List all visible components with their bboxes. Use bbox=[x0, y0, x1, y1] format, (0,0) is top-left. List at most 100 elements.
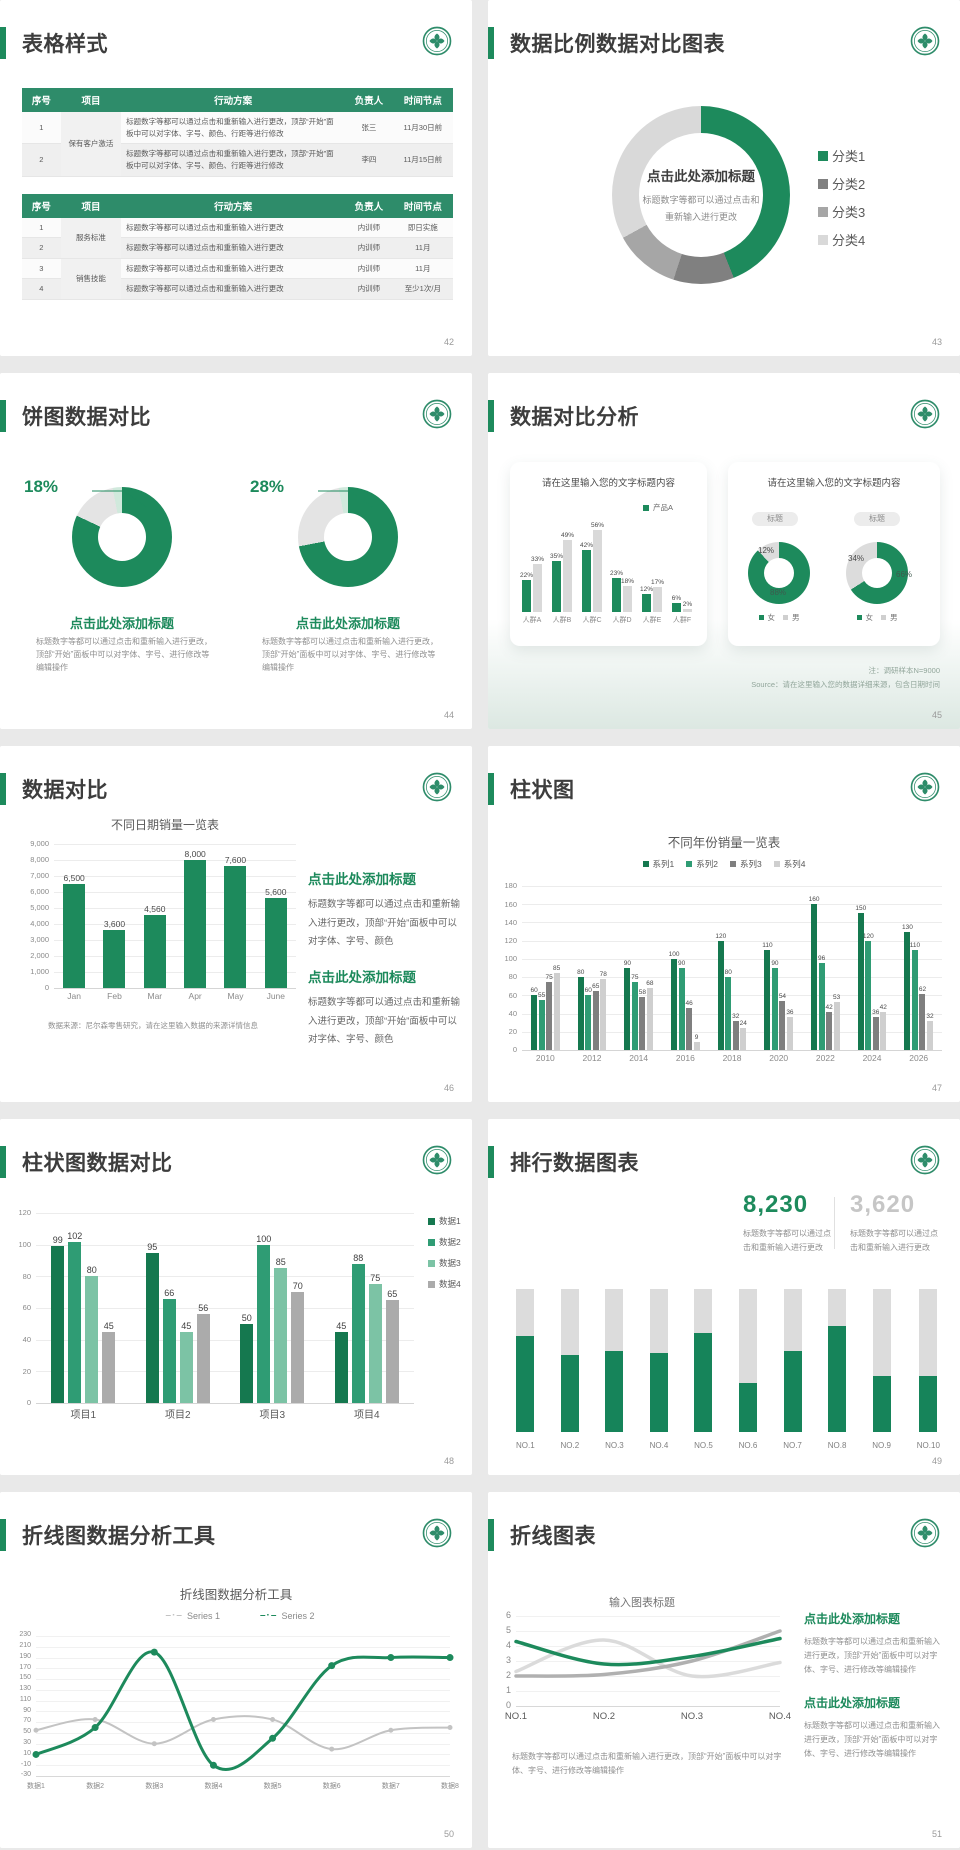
block-heading: 点击此处添加标题 bbox=[308, 872, 416, 887]
grouped-bar-chart: 产品A 22% 33% 35% 49% 42% 56% 23% 18% 12% 17% 6% 2% 人群A… bbox=[519, 503, 693, 624]
bar-card: 请在这里输入您的文字标题内容 产品A 22% 33% 35% 49% 42% 56% 23% 1… bbox=[510, 462, 707, 646]
stat-text: 标题数字等都可以通过点击和重新输入进行更改 bbox=[850, 1229, 938, 1253]
slide-47-column-chart[interactable]: 柱状图 不同年份销量一览表 系列1 系列2 系列3 系列4 180 160 140 120 100… bbox=[488, 746, 960, 1102]
slide-title: 饼图数据对比 bbox=[22, 406, 151, 429]
stat-value: 3,620 bbox=[850, 1191, 916, 1218]
block-body: 标题数字等都可以通过点击和重新输入进行更改，顶部“开始”面板中可以对字体、字号、… bbox=[308, 899, 461, 948]
stat-gray: 3,620 标题数字等都可以通过点击和重新输入进行更改 bbox=[850, 1191, 938, 1256]
block-body: 标题数字等都可以通过点击和重新输入进行更改，顶部“开始”面板中可以对字体、字号、… bbox=[308, 997, 461, 1046]
slide-number: 51 bbox=[931, 1829, 942, 1839]
slide-title: 表格样式 bbox=[22, 33, 108, 56]
slide-48-column-compare[interactable]: 柱状图数据对比 120 100 80 60 40 20 0 99 102 80 45 95 66 45 56… bbox=[0, 1119, 472, 1475]
badge: 标题 bbox=[854, 512, 900, 526]
stat-text: 标题数字等都可以通过点击和重新输入进行更改 bbox=[743, 1229, 831, 1253]
slide-title: 数据对比 bbox=[22, 779, 108, 802]
text-block: 点击此处添加标题 标题数字等都可以通过点击和重新输入进行更改，顶部“开始”面板中… bbox=[804, 1610, 946, 1677]
block-heading: 点击此处添加标题 bbox=[804, 1612, 901, 1626]
block-body: 标题数字等都可以通过点击和重新输入进行更改，顶部“开始”面板中可以对字体、字号、… bbox=[804, 1637, 940, 1674]
clover-logo-icon bbox=[422, 399, 452, 429]
text-block: 点击此处添加标题 标题数字等都可以通过点击和重新输入进行更改，顶部“开始”面板中… bbox=[804, 1694, 946, 1761]
accent-bar bbox=[488, 27, 494, 59]
slide-43-proportion-donut[interactable]: 数据比例数据对比图表 点击此处添加标题 标题数字等都可以通过点击和重新输入进行更改… bbox=[488, 0, 960, 356]
block-heading: 点击此处添加标题 bbox=[308, 970, 416, 985]
text-block: 点击此处添加标题 标题数字等都可以通过点击和重新输入进行更改，顶部“开始”面板中… bbox=[308, 966, 460, 1050]
slide-46-data-compare[interactable]: 数据对比 不同日期销量一览表 9,000 8,000 7,000 6,000 5,000 4… bbox=[0, 746, 472, 1102]
clover-logo-icon bbox=[910, 26, 940, 56]
accent-bar bbox=[488, 773, 494, 805]
clover-logo-icon bbox=[422, 26, 452, 56]
stacked-ranking-bars: NO.1 NO.2 NO.3 NO.4 NO.5 NO.6 NO.7 NO.8 NO.9 NO.1… bbox=[488, 1119, 960, 1475]
slide-header: 折线图数据分析工具 bbox=[0, 1518, 472, 1554]
monthly-bar-chart: 不同日期销量一览表 9,000 8,000 7,000 6,000 5,000 4,000 3… bbox=[0, 746, 472, 1102]
accent-bar bbox=[0, 1519, 6, 1551]
donut-card: 请在这里输入您的文字标题内容 标题 标题 12% 88% 女男 34% 66% 女男 bbox=[728, 462, 940, 646]
slide-45-compare-analysis[interactable]: 数据对比分析 请在这里输入您的文字标题内容 产品A 22% 33% 35% 49% 42%… bbox=[488, 373, 960, 729]
card-title: 请在这里输入您的文字标题内容 bbox=[767, 478, 901, 489]
slide-number: 49 bbox=[931, 1456, 942, 1466]
yearly-grouped-bar-chart: 不同年份销量一览表 系列1 系列2 系列3 系列4 180 160 140 120 100 80 60… bbox=[488, 746, 960, 1102]
slide-title: 折线图表 bbox=[510, 1525, 596, 1548]
sample-note: 注：调研样本N=9000 bbox=[868, 666, 940, 675]
slide-number: 46 bbox=[443, 1083, 454, 1093]
line-chart: 折线图数据分析工具 –·– Series 1 –·– Series 2 230 210 190… bbox=[19, 1588, 459, 1790]
slide-number: 48 bbox=[443, 1456, 454, 1466]
stat-green: 8,230 标题数字等都可以通过点击和重新输入进行更改 bbox=[743, 1191, 831, 1256]
slide-title: 数据比例数据对比图表 bbox=[510, 33, 725, 56]
clover-logo-icon bbox=[910, 1518, 940, 1548]
slide-50-line-analysis[interactable]: 折线图数据分析工具 折线图数据分析工具 –·– Series 1 –·– Series … bbox=[0, 1492, 472, 1848]
slide-49-ranking-chart[interactable]: 排行数据图表 8,230 标题数字等都可以通过点击和重新输入进行更改 3,620… bbox=[488, 1119, 960, 1475]
accent-bar bbox=[0, 400, 6, 432]
accent-bar bbox=[0, 773, 6, 805]
clover-logo-icon bbox=[422, 1518, 452, 1548]
slide-title: 柱状图数据对比 bbox=[22, 1152, 173, 1175]
slide-title: 排行数据图表 bbox=[510, 1152, 639, 1175]
slide-number: 45 bbox=[931, 710, 942, 720]
donut-pair-charts: 18% 点击此处添加标题 标题数字等都可以通过点击和重新输入进行更改，顶部“开始”面… bbox=[24, 477, 438, 673]
slide-header: 饼图数据对比 bbox=[0, 399, 472, 435]
badge: 标题 bbox=[752, 512, 798, 526]
slide-number: 50 bbox=[443, 1829, 454, 1839]
action-plan-tables: 序号 项目 行动方案 负责人 时间节点 1 保有客户激活 标题数字等都可以通过点击和重新输入进… bbox=[22, 88, 453, 317]
small-line-chart: 输入图表标题 6 5 4 3 2 1 0 NO.1 NO.2 NO.3 NO.4 bbox=[504, 1597, 792, 1722]
block-heading: 点击此处添加标题 bbox=[804, 1696, 901, 1710]
accent-bar bbox=[488, 400, 494, 432]
slide-header: 数据对比分析 bbox=[488, 399, 960, 435]
slide-header: 排行数据图表 bbox=[488, 1145, 960, 1181]
slide-header: 数据对比 bbox=[0, 772, 472, 808]
card-title: 请在这里输入您的文字标题内容 bbox=[541, 478, 675, 489]
clover-logo-icon bbox=[910, 1145, 940, 1175]
chart-caption: 标题数字等都可以通过点击和重新输入进行更改，顶部“开始”面板中可以对字体、字号、… bbox=[512, 1752, 782, 1775]
clover-logo-icon bbox=[422, 1145, 452, 1175]
accent-bar bbox=[0, 27, 6, 59]
divider bbox=[834, 1197, 835, 1249]
stat-value: 8,230 bbox=[743, 1191, 809, 1218]
clover-logo-icon bbox=[910, 399, 940, 429]
accent-bar bbox=[488, 1519, 494, 1551]
slide-number: 42 bbox=[443, 337, 454, 347]
slide-number: 47 bbox=[931, 1083, 942, 1093]
source-note: Source：请在这里输入您的数据详细来源，包含日期时间 bbox=[751, 680, 940, 689]
clover-logo-icon bbox=[422, 772, 452, 802]
clover-logo-icon bbox=[910, 772, 940, 802]
slide-header: 柱状图 bbox=[488, 772, 960, 808]
slide-header: 数据比例数据对比图表 bbox=[488, 26, 960, 62]
slide-number: 43 bbox=[931, 337, 942, 347]
slide-header: 柱状图数据对比 bbox=[0, 1145, 472, 1181]
accent-bar bbox=[488, 1146, 494, 1178]
block-body: 标题数字等都可以通过点击和重新输入进行更改，顶部“开始”面板中可以对字体、字号、… bbox=[804, 1721, 940, 1758]
donut-chart: 点击此处添加标题 标题数字等都可以通过点击和重新输入进行更改 分类1 分类2 分类3 分类… bbox=[488, 0, 960, 356]
slide-51-line-chart[interactable]: 折线图表 输入图表标题 6 5 4 3 2 1 0 NO.1 NO.2 NO.3 NO.4 点击此处添… bbox=[488, 1492, 960, 1848]
slide-title: 数据对比分析 bbox=[510, 406, 639, 429]
project-grouped-bar-chart: 120 100 80 60 40 20 0 99 102 80 45 95 66 45 56 50 100 85 7… bbox=[18, 1208, 461, 1421]
slide-number: 44 bbox=[443, 710, 454, 720]
slide-title: 折线图数据分析工具 bbox=[22, 1525, 216, 1548]
slide-42-table-style[interactable]: 表格样式 序号 项目 行动方案 负责人 时间节点 1 保有客户激活 标题数字等都可以通过点击和… bbox=[0, 0, 472, 356]
mini-donut-charts: 12% 88% 女男 34% 66% 女男 bbox=[728, 462, 940, 646]
slide-header: 折线图表 bbox=[488, 1518, 960, 1554]
accent-bar bbox=[0, 1146, 6, 1178]
slide-44-pie-compare[interactable]: 饼图数据对比 18% 点击此处添加标题 标题数字等都可以通过点击和重新输入进行更改，… bbox=[0, 373, 472, 729]
text-block: 点击此处添加标题 标题数字等都可以通过点击和重新输入进行更改，顶部“开始”面板中… bbox=[308, 868, 460, 952]
slide-title: 柱状图 bbox=[510, 779, 575, 802]
data-source-note: 数据来源：尼尔森零售研究，请在这里输入数据的来源详情信息 bbox=[48, 1021, 258, 1030]
